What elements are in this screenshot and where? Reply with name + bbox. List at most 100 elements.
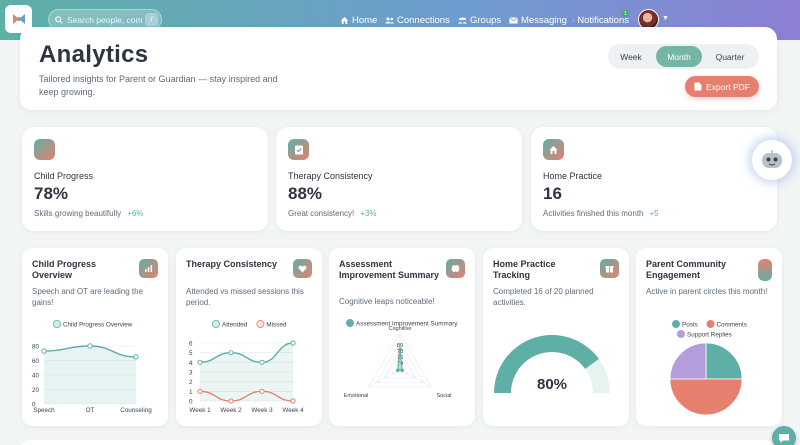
stat-delta: +3% [360,209,377,218]
radar-axis-label: Cognitive [389,326,412,332]
stat-label: Therapy Consistency [288,171,373,181]
stat-note-text: Activities finished this month [543,209,644,218]
x-tick-label: OT [86,407,95,414]
stat-value: 88% [288,184,323,203]
card-description: Attended vs missed sessions this period. [186,287,304,307]
export-pdf-label: Export PDF [706,81,750,92]
radar-tick-label: 74 [397,361,404,367]
card-description: Active in parent circles this month! [646,287,768,296]
bell-icon [573,19,575,21]
chat-icon [779,433,789,443]
card-therapy-consistency: Therapy Consistency Attended vs missed s… [176,248,322,426]
next-section-card [20,440,777,445]
period-week-button[interactable]: Week [620,51,642,62]
legend-label: Child Progress Overview [63,322,133,329]
nav-messaging-label: Messaging [521,14,567,26]
radar-grid [368,332,432,388]
logo-icon [12,14,25,24]
data-point [396,368,400,373]
chevron-down-icon[interactable]: ▼ [662,15,669,22]
legend-swatch [256,320,265,329]
card-title: Assessment Improvement Summary [339,259,440,280]
x-tick-label: Week 3 [251,407,273,414]
mail-icon [509,16,518,23]
radar-axis-label: Social [437,393,452,399]
gift-icon [600,259,619,278]
stat-delta: +6% [127,209,144,218]
group-icon [458,16,467,23]
data-point [259,359,265,365]
chat-button[interactable] [772,426,796,445]
clipboard-check-icon [288,139,309,160]
data-point [228,350,234,356]
search-input[interactable] [67,14,143,25]
y-tick-label: 20 [32,387,40,394]
robot-icon [762,150,782,168]
heart-icon [293,259,312,278]
pie-slice [705,342,743,380]
home-practice-gauge: 80% [494,335,610,393]
data-point [400,368,404,373]
gauge-fill [494,335,599,393]
pie-slice [669,378,743,416]
card-title: Therapy Consistency [186,259,278,269]
legend-label: Support Replies [687,332,732,339]
series-area [44,346,136,404]
y-tick-label: 1 [189,389,193,396]
legend-label: Assessment Improvement Summary [356,321,458,328]
legend-swatch [345,319,354,328]
data-point [197,359,203,365]
stat-note: Activities finished this month +5 [543,209,659,218]
nav-connections[interactable]: Connections [385,0,450,40]
stat-note-text: Skills growing beautifully [34,209,122,218]
card-title: Child Progress Overview [32,259,97,280]
radar-grid [376,341,424,383]
child-progress-chart: Child Progress Overview 0 20 40 60 80 Speech OT… [32,320,152,414]
card-child-progress-overview: Child Progress Overview Speech and OT ar… [22,248,168,426]
radar-tick-label: 76 [397,355,403,361]
legend-label: Missed [266,322,286,329]
nav-home-label: Home [352,14,378,26]
data-point [197,388,203,394]
y-tick-label: 3 [189,370,193,377]
x-tick-label: Week 4 [282,407,304,414]
data-point [87,343,93,349]
page-title: Analytics [39,41,149,68]
nav-groups-label: Groups [470,14,502,26]
data-point [398,347,402,351]
page-subtitle: Tailored insights for Parent or Guardian… [39,74,278,97]
radar-grid [383,350,417,379]
y-tick-label: 40 [32,373,40,380]
radar-spoke [368,368,401,388]
card-title: Parent Community Engagement [646,259,727,280]
chart-icon [139,259,158,278]
data-point [259,388,265,394]
data-point [133,354,139,360]
card-description: Speech and OT are leading the gains! [32,287,144,307]
pie-slice [669,342,707,380]
card-home-practice-tracking: Home Practice Tracking Completed 16 of 2… [483,248,629,426]
legend-swatch [212,320,221,329]
y-tick-label: 60 [32,358,40,365]
data-point [290,340,296,346]
file-icon [694,82,702,91]
period-month-button[interactable]: Month [656,46,702,67]
stat-card-home-practice: Home Practice 16 Activities finished thi… [531,127,777,231]
nav-messaging[interactable]: Messaging [509,0,567,40]
nav-groups[interactable]: Groups [458,0,501,40]
period-quarter-button[interactable]: Quarter [715,51,745,62]
series-area [200,343,293,401]
nav-home[interactable]: Home [340,0,377,40]
gradient-square-icon [34,139,55,160]
card-title: Home Practice Tracking [493,259,556,280]
export-pdf-button[interactable]: Export PDF [685,76,759,97]
stat-value: 16 [543,184,562,203]
y-tick-label: 6 [189,341,193,348]
x-tick-label: Week 1 [189,407,211,414]
radar-grid [391,359,409,374]
nav-notifications[interactable]: Notifications [573,0,629,40]
x-tick-label: Week 2 [220,407,242,414]
assistant-bot-button[interactable] [752,140,792,180]
y-tick-label: 2 [189,379,193,386]
